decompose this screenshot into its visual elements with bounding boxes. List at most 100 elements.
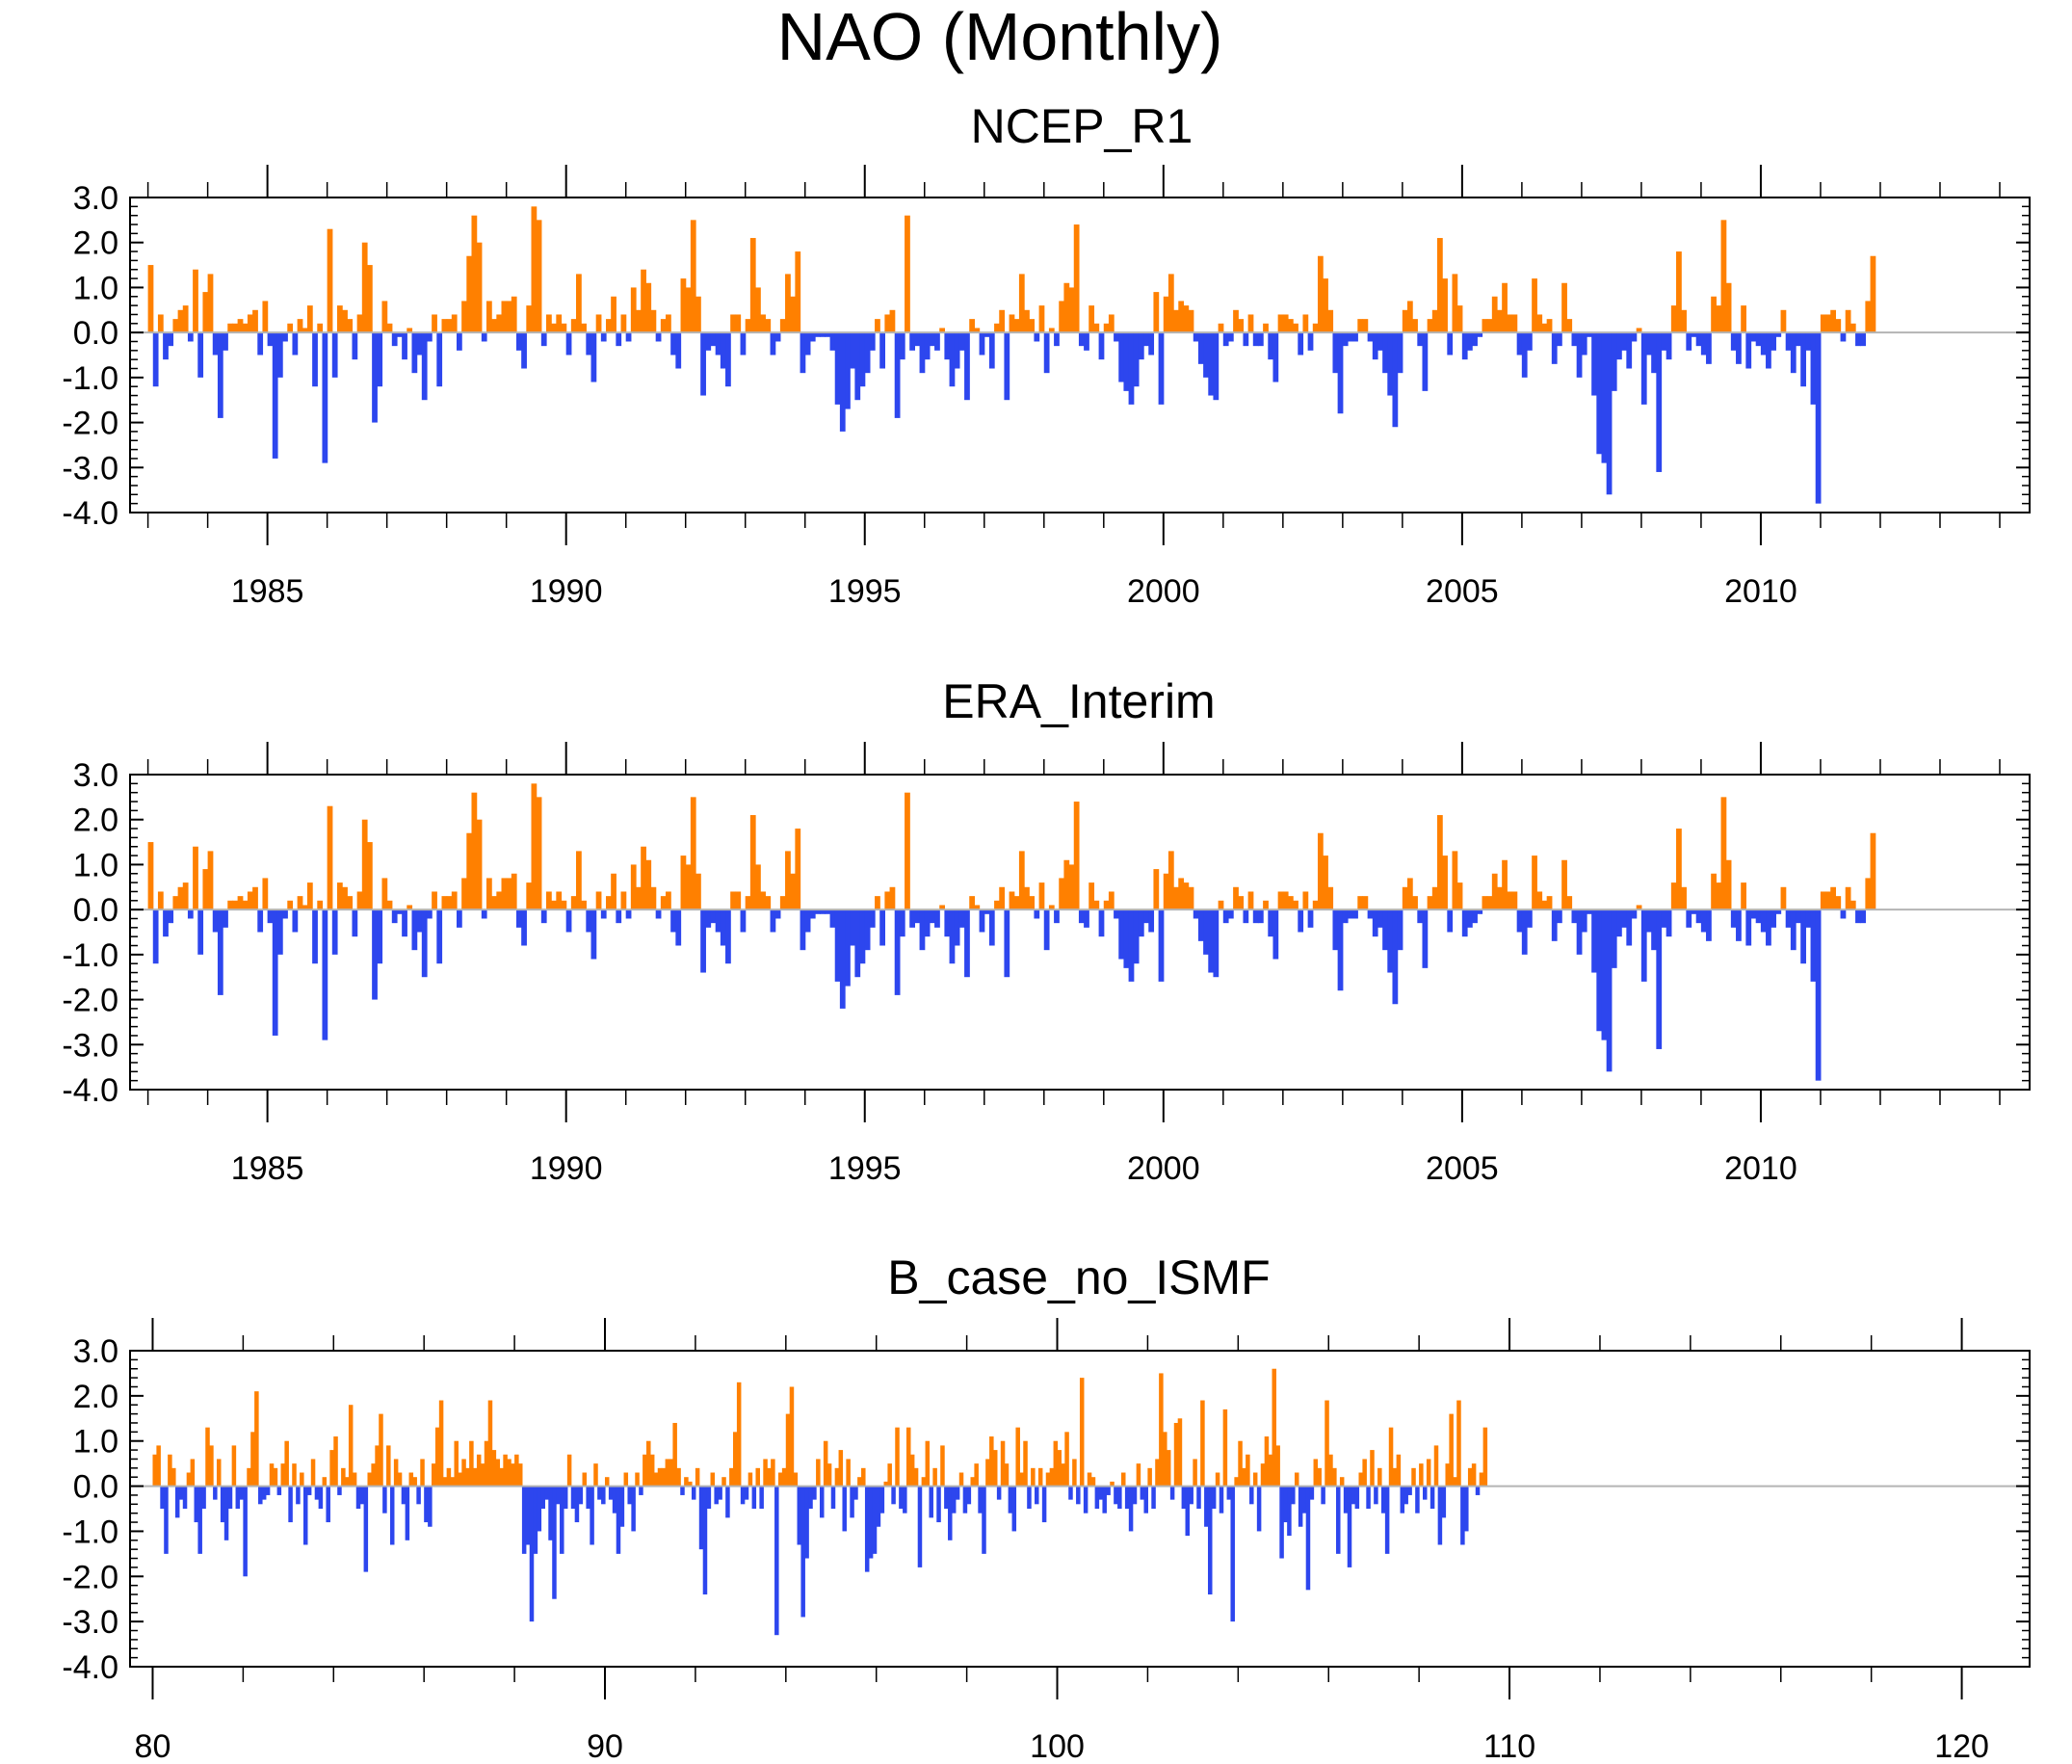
- nao-bar: [1661, 909, 1667, 928]
- nao-bar: [1153, 292, 1160, 333]
- nao-bar: [252, 309, 258, 333]
- nao-bar: [1437, 1486, 1443, 1545]
- nao-bar: [1118, 909, 1125, 960]
- nao-bar: [804, 1486, 809, 1559]
- nao-bar: [767, 1467, 772, 1487]
- nao-bar: [688, 1481, 693, 1487]
- nao-bar: [826, 1463, 832, 1487]
- nao-bar: [1279, 1486, 1284, 1559]
- nao-bar: [932, 1467, 937, 1487]
- nao-bar: [905, 1427, 911, 1487]
- nao-bar: [187, 332, 194, 342]
- nao-bar: [785, 274, 791, 333]
- nao-bar: [1447, 332, 1454, 355]
- nao-bar: [964, 332, 970, 401]
- nao-bar: [389, 1486, 395, 1545]
- nao-bar: [1486, 896, 1493, 910]
- nao-bar: [327, 228, 333, 333]
- nao-bar: [695, 873, 701, 910]
- nao-bar: [1178, 878, 1185, 910]
- nao-bar: [1616, 332, 1622, 360]
- nao-bar: [1406, 301, 1413, 333]
- nao-bar: [1445, 1463, 1450, 1487]
- nao-bar: [1397, 332, 1403, 374]
- nao-bar: [561, 900, 567, 910]
- nao-bar: [1043, 332, 1050, 374]
- nao-bar: [1301, 1486, 1307, 1514]
- nao-bar: [1502, 859, 1508, 910]
- nao-bar: [310, 1459, 316, 1487]
- nao-bar: [546, 314, 552, 333]
- nao-bar: [1676, 251, 1682, 333]
- nao-bar: [1691, 332, 1697, 337]
- nao-bar: [1374, 1486, 1378, 1505]
- nao-bar: [710, 1472, 716, 1487]
- nao-bar: [691, 1486, 696, 1500]
- nao-bar: [955, 1486, 960, 1500]
- nao-bar: [1147, 1467, 1152, 1487]
- nao-bar: [1415, 1486, 1420, 1514]
- nao-bar: [1219, 1486, 1224, 1514]
- nao-bar: [1038, 305, 1045, 333]
- nao-bar: [1233, 309, 1239, 333]
- nao-bar: [590, 909, 597, 960]
- nao-bar: [1114, 1486, 1118, 1505]
- nao-bar: [379, 1413, 383, 1487]
- nao-bar: [484, 1440, 489, 1487]
- nao-bar: [342, 886, 348, 910]
- nao-bar: [720, 909, 726, 946]
- x-tick-label: 2010: [1724, 573, 1797, 610]
- nao-bar: [1193, 332, 1199, 342]
- nao-bar: [1820, 891, 1826, 910]
- nao-bar: [461, 878, 467, 910]
- nao-bar: [152, 1454, 157, 1487]
- nao-bar: [1686, 909, 1692, 928]
- nao-bar: [1323, 278, 1328, 333]
- x-tick-label: 1985: [231, 573, 304, 610]
- nao-bar: [1676, 829, 1682, 910]
- nao-bar: [730, 314, 736, 333]
- nao-bar: [1073, 802, 1080, 910]
- nao-bar: [695, 296, 701, 333]
- nao-bar: [356, 891, 363, 910]
- nao-bar: [1114, 909, 1119, 919]
- nao-bar: [795, 251, 801, 333]
- nao-bar: [785, 1413, 791, 1487]
- nao-bar: [258, 1486, 263, 1505]
- panel-title: NCEP_R1: [971, 99, 1193, 153]
- nao-bar: [1158, 332, 1165, 405]
- nao-bar: [1800, 332, 1806, 387]
- nao-bar: [1640, 332, 1647, 405]
- nao-bar: [639, 1486, 643, 1495]
- nao-bar: [1502, 282, 1508, 333]
- nao-bar: [1557, 332, 1562, 347]
- nao-bar: [1571, 909, 1578, 924]
- y-tick-label: 1.0: [73, 847, 118, 883]
- nao-bar: [1720, 797, 1727, 910]
- nao-bar: [525, 1486, 531, 1545]
- nao-bar: [593, 1463, 598, 1487]
- nao-bar: [1646, 909, 1652, 933]
- nao-bar: [280, 1463, 286, 1487]
- nao-bar: [466, 255, 473, 333]
- nao-bar: [531, 783, 538, 910]
- nao-bar: [1362, 896, 1369, 910]
- nao-bar: [616, 909, 622, 924]
- nao-bar: [700, 332, 706, 396]
- nao-bar: [700, 909, 706, 973]
- nao-bar: [556, 314, 563, 333]
- nao-bar: [924, 332, 931, 360]
- nao-bar: [217, 909, 223, 995]
- nao-bar: [1631, 909, 1638, 919]
- nao-bar: [982, 1486, 986, 1554]
- x-tick-label: 1985: [231, 1150, 304, 1187]
- nao-bar: [1332, 332, 1339, 374]
- nao-bar: [1527, 909, 1533, 928]
- nao-bar: [1770, 332, 1776, 351]
- nao-bar: [1700, 332, 1707, 355]
- nao-bar: [586, 909, 592, 933]
- nao-bar: [461, 301, 467, 333]
- nao-bar: [1148, 332, 1155, 355]
- nao-bar: [1252, 332, 1259, 347]
- nao-bar: [999, 309, 1006, 333]
